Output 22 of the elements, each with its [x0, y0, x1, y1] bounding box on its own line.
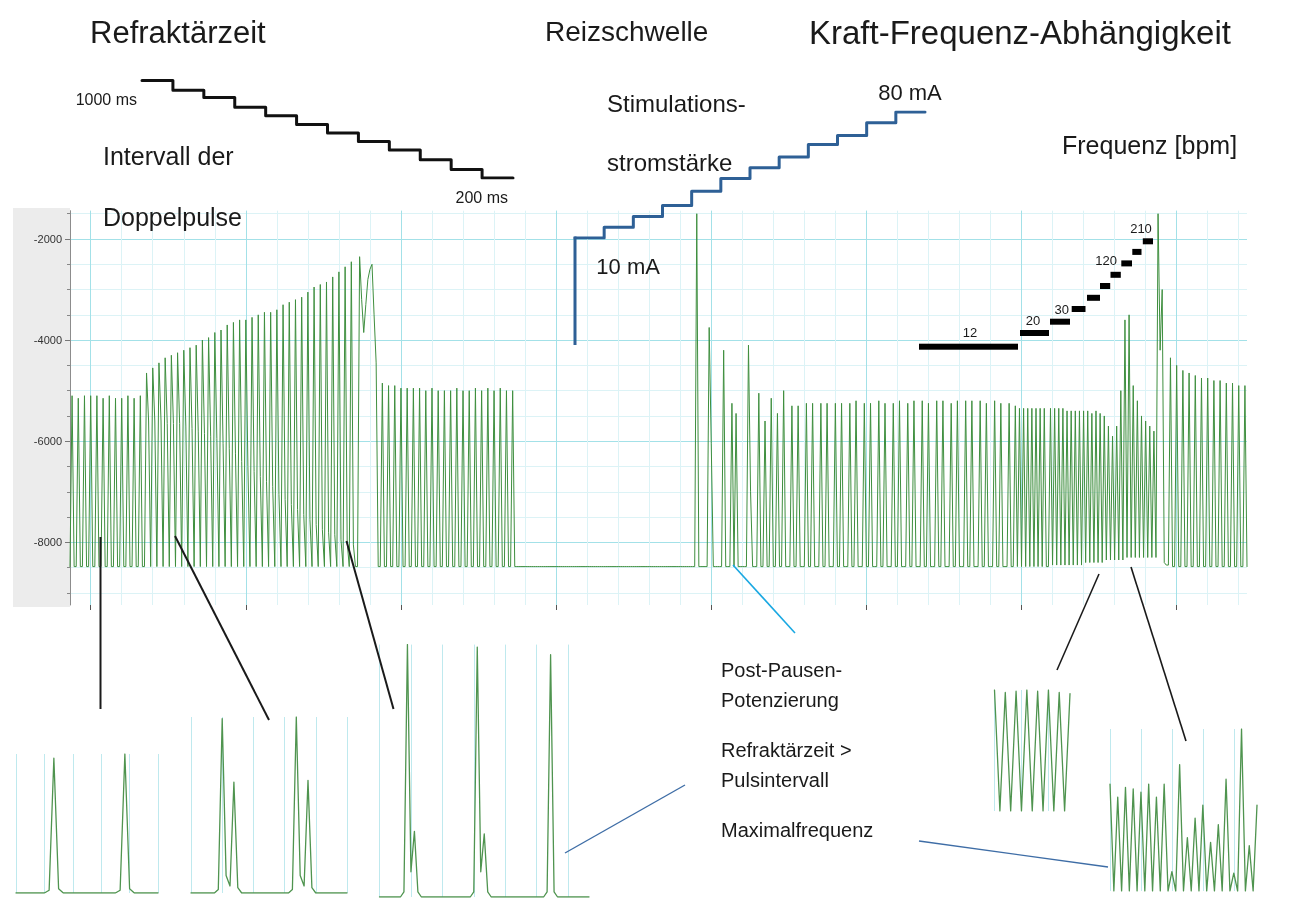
data-label: 80 mA: [878, 79, 943, 105]
annotation: 30: [1054, 301, 1069, 317]
text: Stimulations- stromstärke: [607, 90, 746, 176]
chart-title: Reizschwelle: [545, 15, 709, 47]
text: Post-Pausen- Potenzierung: [721, 659, 843, 711]
y-tick-label: -6000: [33, 435, 62, 448]
chart-title: Refraktärzeit: [90, 15, 267, 50]
data-label: 10 mA: [596, 253, 661, 279]
annotation: 12: [962, 324, 978, 340]
text: Intervall der Doppelpulse: [103, 141, 242, 231]
text: Kraft-Frequenz-Abhängigkeit: [809, 13, 1231, 51]
data-label: 1000 ms: [75, 91, 137, 108]
y-tick-label: -4000: [33, 334, 62, 347]
text: Refraktärzeit > Pulsintervall: [721, 739, 852, 791]
y-tick-label: -8000: [33, 536, 62, 549]
data-label: 200 ms: [455, 188, 508, 206]
annotation: 20: [1025, 312, 1041, 328]
annotation: 210: [1130, 220, 1152, 236]
text: Maximalfrequenz: [721, 819, 874, 841]
annotation: 120: [1095, 252, 1117, 268]
y-tick-label: -2000: [33, 233, 62, 246]
text: Frequenz [bpm]: [1062, 130, 1238, 159]
